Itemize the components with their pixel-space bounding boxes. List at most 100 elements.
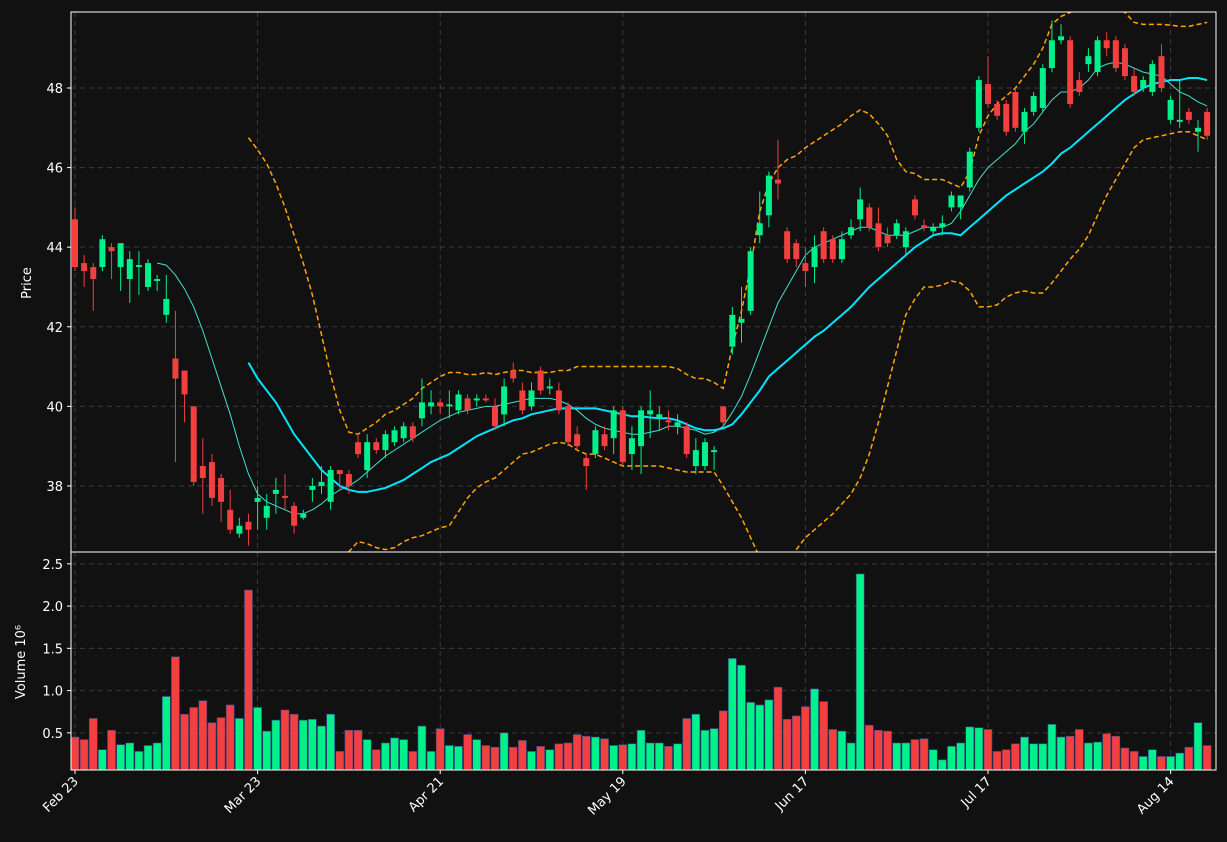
volume-bar [664, 746, 673, 771]
volume-bar [600, 738, 609, 771]
volume-bar [855, 573, 865, 771]
volume-bar [1202, 745, 1212, 771]
candle-body [838, 239, 845, 260]
volume-bar [171, 656, 180, 771]
price-grid [71, 12, 1216, 552]
volume-bar [673, 743, 682, 771]
candle-body [464, 398, 471, 411]
volume-tick-label: 2.5 [42, 558, 63, 573]
volume-bar [235, 718, 244, 771]
candle-body [373, 442, 380, 451]
volume-bar [1029, 743, 1038, 771]
volume-bar [152, 742, 162, 771]
volume-bar [463, 734, 472, 771]
volume-bar [371, 749, 381, 771]
volume-bar [1184, 746, 1194, 771]
volume-frame [70, 551, 1217, 771]
candle-body [583, 458, 590, 467]
candle-body [428, 402, 435, 407]
candle-body [1112, 40, 1119, 69]
candle-body [455, 394, 462, 411]
candle-body [364, 442, 371, 471]
volume-bar [810, 688, 819, 771]
candle-body [510, 370, 517, 379]
candle-body [1048, 40, 1055, 69]
volume-bar [563, 742, 573, 771]
candle-body [409, 426, 416, 439]
candle-body [1085, 56, 1092, 65]
candle-body [784, 231, 791, 260]
candle-body [327, 470, 334, 502]
volume-tick-label: 0.5 [42, 727, 63, 742]
candle-body [126, 259, 133, 280]
y-tick-label: 42 [46, 321, 63, 336]
volume-bar [1056, 736, 1066, 771]
candle-body [994, 103, 1001, 116]
volume-bar [965, 726, 975, 771]
candle-body [72, 219, 78, 268]
volume-tick-label: 2.0 [42, 600, 63, 615]
candle-body [674, 422, 681, 427]
candle-body [747, 251, 754, 311]
volume-bar [1157, 756, 1166, 771]
volume-bar [454, 746, 463, 771]
candle-body [1058, 36, 1065, 41]
candle-body [1094, 40, 1101, 73]
volume-bar [390, 737, 399, 771]
y-tick-label: 38 [46, 480, 63, 495]
candle-body [181, 370, 188, 395]
volume-bar [107, 729, 116, 771]
candle-body [108, 247, 115, 252]
candle-body [99, 239, 106, 268]
candle-body [501, 386, 508, 415]
volume-bar [1020, 736, 1029, 771]
candle-body [775, 179, 782, 184]
volume-bar [472, 739, 482, 771]
candle-body [81, 263, 88, 272]
candle-body [1158, 56, 1165, 89]
candle-body [829, 239, 836, 260]
candle-body [656, 414, 663, 419]
volume-bar [162, 696, 171, 771]
volume-bar [298, 719, 308, 771]
volume-bar [244, 589, 253, 771]
volume-bar [1075, 729, 1084, 771]
volume-bar [1120, 747, 1130, 771]
volume-bar [828, 729, 838, 771]
volume-bar [1111, 735, 1121, 771]
candle-body [135, 265, 142, 268]
volume-bar [317, 725, 326, 771]
volume-bar [718, 710, 728, 771]
volume-bar [417, 725, 427, 771]
volume-bar [874, 729, 883, 771]
volume-bar [408, 751, 418, 771]
candle-body [692, 450, 699, 467]
overlay-line [247, 12, 1208, 436]
volume-tick-label: 1.0 [42, 685, 63, 700]
volume-bar [198, 700, 208, 771]
volume-bar [481, 745, 491, 771]
volume-bar [655, 742, 664, 771]
volume-bar [627, 743, 637, 771]
candle-body [318, 481, 325, 486]
candle-body [665, 420, 672, 423]
volume-bar [700, 729, 710, 771]
volume-bar [773, 686, 783, 771]
volume-bar [435, 728, 445, 771]
volume-bar [837, 730, 847, 771]
candles [72, 20, 1211, 546]
candle-body [966, 151, 973, 188]
candle-body [647, 410, 654, 415]
volume-bar [1047, 724, 1057, 771]
candle-body [519, 390, 526, 411]
volume-bar [225, 704, 235, 771]
volume-bar [545, 749, 555, 771]
candle-body [574, 434, 581, 447]
volume-bar [801, 706, 810, 771]
volume-bar [381, 742, 390, 771]
candle-body [930, 227, 937, 232]
y-tick-label: 46 [46, 162, 63, 177]
volume-bar [499, 732, 509, 771]
candle-body [391, 430, 398, 443]
